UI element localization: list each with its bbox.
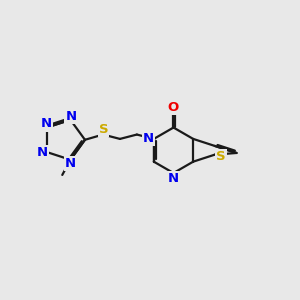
Text: N: N <box>41 117 52 130</box>
Text: N: N <box>65 157 76 170</box>
Text: O: O <box>168 100 179 114</box>
Text: N: N <box>143 132 154 145</box>
Text: N: N <box>65 110 76 123</box>
Text: S: S <box>216 150 226 163</box>
Text: N: N <box>36 146 48 159</box>
Text: N: N <box>168 172 179 185</box>
Text: S: S <box>99 123 108 136</box>
